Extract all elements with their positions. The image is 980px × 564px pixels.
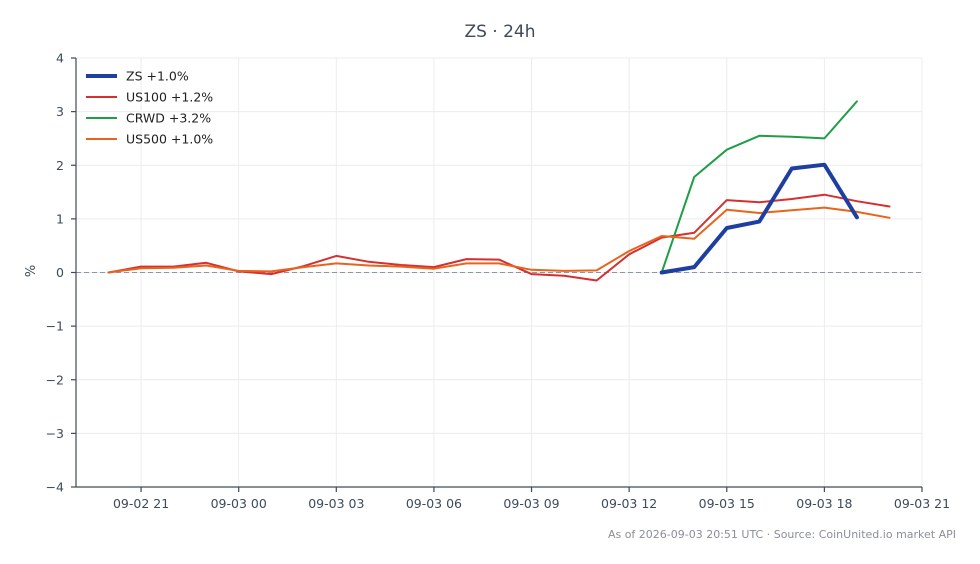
x-tick-label: 09-03 12 <box>601 496 657 511</box>
x-tick-label: 09-03 21 <box>894 496 950 511</box>
y-tick-label: −1 <box>46 319 64 334</box>
grid <box>76 57 923 488</box>
y-tick-label: 3 <box>56 104 64 119</box>
legend-label-us500: US500 +1.0% <box>126 132 213 147</box>
legend-label-crwd: CRWD +3.2% <box>126 111 211 126</box>
y-tick-label: −4 <box>46 480 64 495</box>
source-note: As of 2026-09-03 20:51 UTC · Source: Coi… <box>608 528 956 541</box>
series-line-us100 <box>107 193 891 282</box>
x-tick-label: 09-03 18 <box>796 496 852 511</box>
series-line-us500 <box>107 206 891 274</box>
x-tick-label: 09-03 03 <box>308 496 364 511</box>
y-tick-label: −3 <box>46 426 64 441</box>
legend-label-zs: ZS +1.0% <box>126 69 189 84</box>
y-tick-label: −2 <box>46 372 64 387</box>
x-tick-label: 09-03 09 <box>503 496 559 511</box>
x-tick-label: 09-03 06 <box>406 496 462 511</box>
axes: −4 −3 −2 −1 0 1 2 3 4 09-02 21 09-03 00 09-03 03 09-… <box>46 51 951 512</box>
x-tick-label: 09-03 15 <box>699 496 755 511</box>
series-line-crwd <box>660 100 858 274</box>
y-tick-label: 1 <box>56 211 64 226</box>
x-tick-label: 09-02 21 <box>113 496 169 511</box>
y-axis-label: % <box>24 265 39 277</box>
legend: ZS +1.0% US100 +1.2% CRWD +3.2% US500 +1.0% <box>86 69 213 147</box>
y-tick-label: 2 <box>56 158 64 173</box>
series-line-zs <box>659 162 859 275</box>
chart-title: ZS · 24h <box>464 22 535 42</box>
x-tick-label: 09-03 00 <box>211 496 267 511</box>
y-tick-label: 0 <box>56 265 64 280</box>
y-tick-label: 4 <box>56 51 64 66</box>
series-lines <box>107 100 891 282</box>
legend-label-us100: US100 +1.2% <box>126 90 213 105</box>
